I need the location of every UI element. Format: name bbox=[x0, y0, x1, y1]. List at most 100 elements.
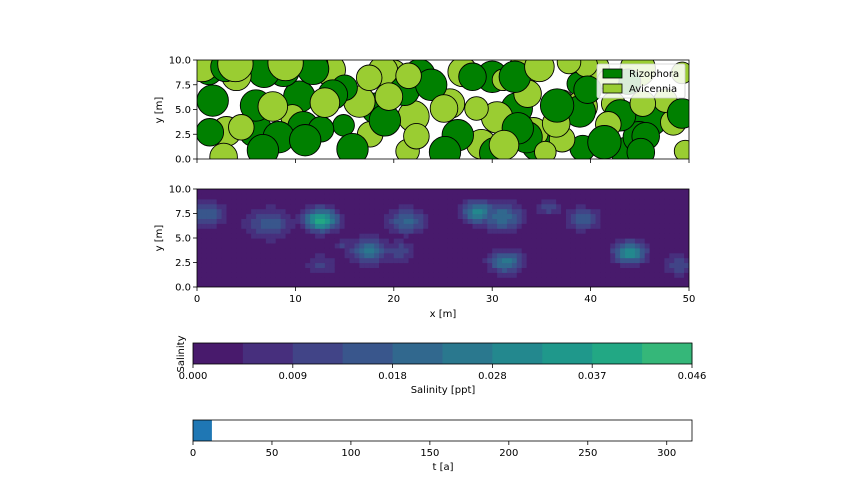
salinity-cell bbox=[403, 213, 410, 219]
salinity-cell bbox=[654, 262, 661, 268]
salinity-cell bbox=[438, 203, 444, 210]
salinity-cell bbox=[615, 218, 621, 224]
salinity-cell bbox=[570, 238, 577, 244]
salinity-cell bbox=[462, 228, 469, 234]
salinity-cell bbox=[369, 208, 375, 215]
salinity-cell bbox=[438, 267, 444, 273]
salinity-cell bbox=[644, 193, 651, 200]
salinity-cell bbox=[251, 193, 257, 200]
salinity-cell bbox=[684, 189, 689, 195]
salinity-cell bbox=[649, 223, 656, 229]
salinity-cell bbox=[511, 238, 518, 244]
salinity-cell bbox=[221, 203, 228, 210]
salinity-cell bbox=[388, 193, 395, 200]
salinity-cell bbox=[590, 218, 597, 224]
salinity-cell bbox=[497, 223, 503, 229]
salinity-cell bbox=[265, 203, 272, 210]
salinity-cell bbox=[413, 267, 419, 273]
salinity-cell bbox=[457, 233, 464, 239]
salinity-cell bbox=[516, 203, 523, 210]
salinity-cell bbox=[443, 272, 449, 278]
salinity-cell bbox=[462, 223, 469, 229]
salinity-cell bbox=[413, 238, 419, 244]
salinity-cell bbox=[634, 208, 641, 215]
salinity-cell bbox=[334, 242, 341, 249]
salinity-cell bbox=[585, 233, 592, 239]
salinity-cell bbox=[634, 238, 641, 244]
salinity-cell bbox=[324, 282, 331, 287]
salinity-cell bbox=[329, 252, 336, 259]
salinity-cell bbox=[383, 267, 390, 273]
salinity-cell bbox=[329, 223, 336, 229]
legend-label-rizophora: Rizophora bbox=[629, 69, 679, 80]
salinity-cell bbox=[256, 213, 262, 219]
salinity-cell bbox=[561, 257, 567, 264]
salinity-cell bbox=[536, 282, 542, 287]
salinity-cell bbox=[477, 252, 483, 259]
salinity-cell bbox=[260, 257, 267, 264]
salinity-cell bbox=[443, 208, 449, 215]
salinity-cell bbox=[206, 282, 213, 287]
salinity-cell bbox=[634, 193, 641, 200]
salinity-cell bbox=[438, 218, 444, 224]
salinity-cell bbox=[374, 238, 380, 244]
salinity-cell bbox=[467, 272, 474, 278]
salinity-cell bbox=[379, 228, 385, 234]
salinity-cell bbox=[344, 208, 351, 215]
salinity-cell bbox=[536, 252, 542, 259]
salinity-cell bbox=[634, 252, 641, 259]
salinity-cell bbox=[610, 238, 616, 244]
salinity-cell bbox=[423, 198, 429, 205]
salinity-cell bbox=[634, 262, 641, 268]
x-tick-label: 50 bbox=[683, 294, 696, 305]
salinity-cell bbox=[305, 272, 311, 278]
salinity-cell bbox=[669, 277, 675, 283]
salinity-cell bbox=[674, 218, 680, 224]
salinity-cell bbox=[275, 252, 282, 259]
salinity-cell bbox=[649, 257, 656, 264]
salinity-cell bbox=[364, 228, 370, 234]
salinity-cell bbox=[600, 233, 606, 239]
salinity-cell bbox=[570, 242, 577, 249]
salinity-cell bbox=[433, 277, 439, 283]
salinity-cell bbox=[344, 213, 351, 219]
salinity-cell bbox=[620, 233, 626, 239]
salinity-cell bbox=[324, 223, 331, 229]
salinity-cell bbox=[644, 223, 651, 229]
salinity-cell bbox=[433, 213, 439, 219]
salinity-cell bbox=[344, 272, 351, 278]
salinity-cell bbox=[679, 233, 685, 239]
salinity-cell bbox=[467, 233, 474, 239]
salinity-cell bbox=[516, 247, 523, 254]
salinity-cell bbox=[659, 252, 665, 259]
salinity-cell bbox=[610, 282, 616, 287]
salinity-cell bbox=[536, 233, 542, 239]
salinity-cell bbox=[654, 228, 661, 234]
salinity-cell bbox=[393, 257, 400, 264]
salinity-cell bbox=[320, 247, 326, 254]
salinity-cell bbox=[659, 218, 665, 224]
salinity-cell bbox=[634, 257, 641, 264]
salinity-cell bbox=[344, 218, 351, 224]
salinity-cell bbox=[546, 257, 552, 264]
salinity-cell bbox=[664, 193, 670, 200]
salinity-cell bbox=[620, 193, 626, 200]
salinity-cell bbox=[334, 233, 341, 239]
salinity-cell bbox=[467, 257, 474, 264]
salinity-cell bbox=[201, 208, 208, 215]
salinity-cell bbox=[339, 213, 346, 219]
salinity-cell bbox=[211, 262, 218, 268]
salinity-cell bbox=[580, 242, 587, 249]
salinity-cell bbox=[497, 208, 503, 215]
salinity-cell bbox=[344, 282, 351, 287]
salinity-cell bbox=[546, 223, 552, 229]
salinity-cell bbox=[615, 282, 621, 287]
salinity-cell bbox=[561, 213, 567, 219]
salinity-cell bbox=[320, 257, 326, 264]
salinity-cell bbox=[428, 223, 434, 229]
salinity-cell bbox=[575, 242, 582, 249]
salinity-cell bbox=[438, 257, 444, 264]
salinity-cell bbox=[354, 228, 360, 234]
salinity-cell bbox=[541, 282, 547, 287]
salinity-cell bbox=[413, 193, 419, 200]
